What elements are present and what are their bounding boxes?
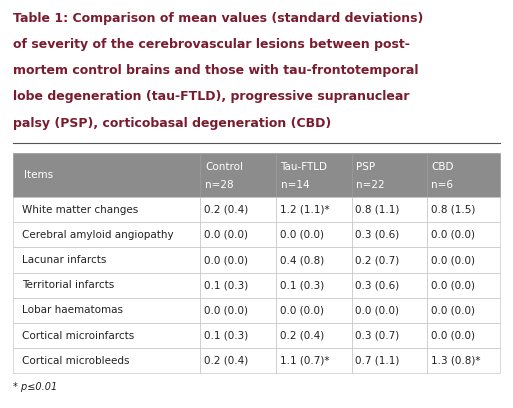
Text: 0.0 (0.0): 0.0 (0.0) xyxy=(431,330,475,341)
Bar xyxy=(427,323,500,348)
Bar xyxy=(351,298,427,323)
Text: 0.8 (1.1): 0.8 (1.1) xyxy=(356,205,400,215)
Text: Cortical microinfarcts: Cortical microinfarcts xyxy=(22,330,134,341)
Text: 0.0 (0.0): 0.0 (0.0) xyxy=(431,255,475,265)
Text: 0.1 (0.3): 0.1 (0.3) xyxy=(204,330,248,341)
Text: Items: Items xyxy=(24,170,53,180)
Text: 0.2 (0.4): 0.2 (0.4) xyxy=(204,356,248,366)
Text: PSP: PSP xyxy=(356,162,375,172)
Text: 1.3 (0.8)*: 1.3 (0.8)* xyxy=(431,356,480,366)
Bar xyxy=(13,222,201,247)
Bar xyxy=(276,197,351,222)
Text: n=14: n=14 xyxy=(281,180,309,190)
Text: 0.7 (1.1): 0.7 (1.1) xyxy=(356,356,400,366)
Bar xyxy=(276,222,351,247)
Bar xyxy=(351,222,427,247)
Bar xyxy=(201,197,276,222)
Text: lobe degeneration (tau-FTLD), progressive supranuclear: lobe degeneration (tau-FTLD), progressiv… xyxy=(13,91,409,103)
Text: mortem control brains and those with tau-frontotemporal: mortem control brains and those with tau… xyxy=(13,64,418,77)
Bar xyxy=(13,273,201,298)
Text: 1.1 (0.7)*: 1.1 (0.7)* xyxy=(280,356,329,366)
Bar xyxy=(276,273,351,298)
Text: Table 1: Comparison of mean values (standard deviations): Table 1: Comparison of mean values (stan… xyxy=(13,12,423,25)
Text: 0.2 (0.4): 0.2 (0.4) xyxy=(204,205,248,215)
Text: 0.0 (0.0): 0.0 (0.0) xyxy=(280,305,324,315)
Text: 0.4 (0.8): 0.4 (0.8) xyxy=(280,255,324,265)
Bar xyxy=(276,153,351,197)
Bar xyxy=(427,197,500,222)
Text: 0.1 (0.3): 0.1 (0.3) xyxy=(204,280,248,290)
Bar xyxy=(201,298,276,323)
Bar xyxy=(276,348,351,373)
Text: 0.3 (0.6): 0.3 (0.6) xyxy=(356,230,400,240)
Text: 0.0 (0.0): 0.0 (0.0) xyxy=(356,305,399,315)
Text: 0.0 (0.0): 0.0 (0.0) xyxy=(204,230,248,240)
Text: of severity of the cerebrovascular lesions between post-: of severity of the cerebrovascular lesio… xyxy=(13,38,410,51)
Bar xyxy=(351,153,427,197)
Text: n=28: n=28 xyxy=(205,180,233,190)
Bar xyxy=(351,348,427,373)
Text: 0.3 (0.7): 0.3 (0.7) xyxy=(356,330,400,341)
Text: n=22: n=22 xyxy=(356,180,385,190)
Text: 0.2 (0.7): 0.2 (0.7) xyxy=(356,255,400,265)
Bar xyxy=(427,298,500,323)
Bar xyxy=(351,247,427,273)
Text: 0.1 (0.3): 0.1 (0.3) xyxy=(280,280,324,290)
Bar xyxy=(276,298,351,323)
Bar xyxy=(201,153,276,197)
Text: Lacunar infarcts: Lacunar infarcts xyxy=(22,255,107,265)
Text: White matter changes: White matter changes xyxy=(22,205,139,215)
Text: Control: Control xyxy=(205,162,243,172)
Text: * p≤0.01: * p≤0.01 xyxy=(13,381,57,392)
Text: Cerebral amyloid angiopathy: Cerebral amyloid angiopathy xyxy=(22,230,174,240)
Text: palsy (PSP), corticobasal degeneration (CBD): palsy (PSP), corticobasal degeneration (… xyxy=(13,117,331,129)
Text: Territorial infarcts: Territorial infarcts xyxy=(22,280,114,290)
Text: 1.2 (1.1)*: 1.2 (1.1)* xyxy=(280,205,329,215)
Bar xyxy=(13,247,201,273)
Bar xyxy=(427,273,500,298)
Bar xyxy=(201,222,276,247)
Text: Lobar haematomas: Lobar haematomas xyxy=(22,305,123,315)
Text: Cortical microbleeds: Cortical microbleeds xyxy=(22,356,130,366)
Text: 0.0 (0.0): 0.0 (0.0) xyxy=(204,305,248,315)
Bar xyxy=(201,247,276,273)
Text: 0.2 (0.4): 0.2 (0.4) xyxy=(280,330,324,341)
Bar xyxy=(13,153,201,197)
Text: 0.0 (0.0): 0.0 (0.0) xyxy=(280,230,324,240)
Text: 0.0 (0.0): 0.0 (0.0) xyxy=(204,255,248,265)
Bar xyxy=(201,323,276,348)
Bar xyxy=(276,323,351,348)
Bar xyxy=(427,348,500,373)
Bar xyxy=(13,298,201,323)
Text: 0.3 (0.6): 0.3 (0.6) xyxy=(356,280,400,290)
Bar xyxy=(13,197,201,222)
Text: Tau-FTLD: Tau-FTLD xyxy=(281,162,327,172)
Text: 0.0 (0.0): 0.0 (0.0) xyxy=(431,305,475,315)
Bar xyxy=(351,197,427,222)
Bar xyxy=(276,247,351,273)
Text: CBD: CBD xyxy=(431,162,454,172)
Text: 0.0 (0.0): 0.0 (0.0) xyxy=(431,230,475,240)
Bar xyxy=(427,222,500,247)
Text: 0.8 (1.5): 0.8 (1.5) xyxy=(431,205,475,215)
Text: 0.0 (0.0): 0.0 (0.0) xyxy=(431,280,475,290)
Bar xyxy=(427,153,500,197)
Text: n=6: n=6 xyxy=(431,180,453,190)
Bar xyxy=(13,348,201,373)
Bar xyxy=(201,273,276,298)
Bar xyxy=(201,348,276,373)
Bar xyxy=(351,323,427,348)
Bar xyxy=(427,247,500,273)
Bar xyxy=(13,323,201,348)
Bar xyxy=(351,273,427,298)
